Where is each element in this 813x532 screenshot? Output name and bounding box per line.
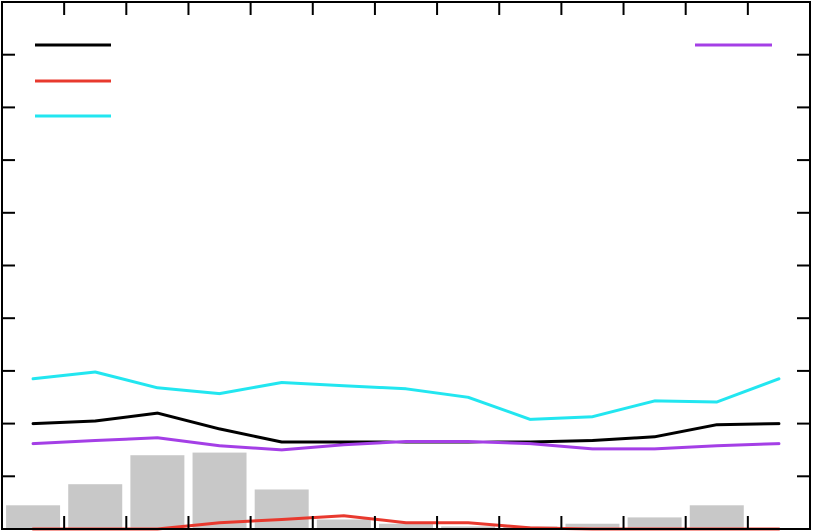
bar-12 — [689, 505, 744, 529]
bars-layer — [6, 452, 744, 529]
series-line-4 — [31, 436, 781, 452]
bar-10 — [565, 523, 620, 529]
bar-5 — [254, 489, 309, 529]
bar-7 — [379, 523, 433, 529]
bar-6 — [316, 519, 371, 529]
legend-layer — [35, 43, 772, 118]
bar-4 — [192, 452, 247, 529]
bar-1 — [6, 505, 61, 529]
series-line-3 — [31, 370, 781, 421]
bar-8 — [441, 526, 496, 529]
bar-3 — [130, 455, 185, 529]
bar-11 — [627, 517, 682, 529]
bar-2 — [68, 484, 123, 529]
lines-layer — [31, 370, 781, 531]
